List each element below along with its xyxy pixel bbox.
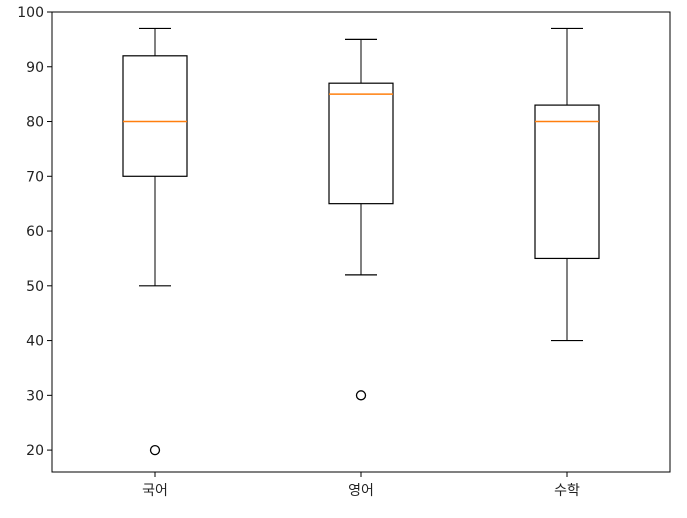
x-tick-label: 국어: [142, 483, 168, 499]
box-group: [122, 27, 188, 456]
y-axis: 20 30 40 50 60 70 80 90 100: [17, 5, 52, 459]
plot-marks: [122, 27, 600, 456]
iqr-box: [122, 55, 188, 177]
x-axis: 국어 영어 수학: [142, 472, 580, 499]
y-tick-label: 70: [26, 169, 44, 185]
iqr-box: [534, 104, 600, 260]
x-tick-label: 수학: [554, 483, 580, 499]
y-tick-label: 100: [17, 5, 44, 21]
y-tick-label: 90: [26, 60, 44, 76]
y-tick-label: 50: [26, 279, 44, 295]
outlier-point: [355, 390, 367, 401]
box-group: [328, 38, 394, 401]
y-tick-label: 30: [26, 388, 44, 404]
y-tick-label: 20: [26, 443, 44, 459]
y-tick-label: 60: [26, 224, 44, 240]
outlier-point: [149, 444, 161, 456]
x-tick-label: 영어: [348, 483, 374, 499]
y-tick-label: 40: [26, 334, 44, 350]
iqr-box: [328, 82, 394, 205]
box-group: [534, 27, 600, 342]
y-tick-label: 80: [26, 115, 44, 131]
